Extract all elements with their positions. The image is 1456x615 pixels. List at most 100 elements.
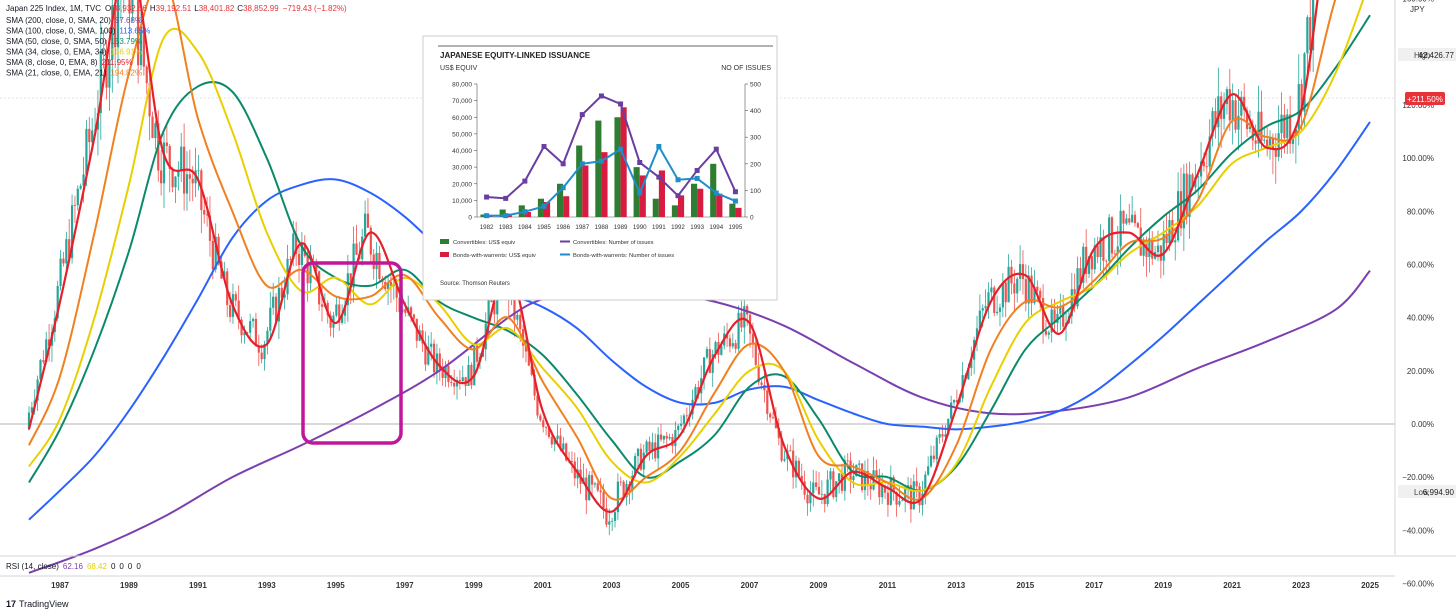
- candle-body: [1036, 286, 1039, 291]
- inset-legend-swatch: [440, 252, 449, 257]
- candle-body: [734, 343, 737, 349]
- indicator-legend-item[interactable]: SMA (21, close, 0, EMA, 21) 194.82%: [6, 69, 142, 78]
- candle-body: [631, 475, 634, 492]
- price-tick-label: 60.00%: [1407, 261, 1434, 270]
- candle-body: [590, 475, 594, 485]
- indicator-legend-item[interactable]: SMA (50, close, 0, SMA, 50) 153.79%: [6, 37, 142, 46]
- low-ohlc-value: 38,401.82: [199, 4, 235, 13]
- candle-body: [881, 485, 884, 498]
- candle-body: [665, 435, 668, 439]
- ma-line-6: [27, 0, 1319, 513]
- candle-body: [105, 50, 108, 88]
- candle-body: [944, 434, 947, 437]
- candle-body: [1030, 275, 1033, 304]
- time-axis[interactable]: 1987 1989 1991 1993 1995 1997 1999 2001 2003 2005…: [51, 581, 1379, 590]
- inset-bar-convertibles: [633, 167, 640, 217]
- rsi-legend[interactable]: RSI (14, close) 62.16 68.42 0 0 0 0: [6, 562, 141, 571]
- candle-body: [996, 311, 999, 313]
- inset-legend-label: Bonds-with-warrents: Number of issues: [573, 253, 674, 259]
- candle-body: [1251, 126, 1254, 141]
- high-ohlc-value: 39,192.51: [156, 4, 192, 13]
- candle-body: [858, 463, 861, 465]
- time-tick-label: 2003: [603, 581, 621, 590]
- candle-body: [809, 493, 812, 504]
- indicator-legend-item[interactable]: SMA (100, close, 0, SMA, 100) 113.65%: [6, 27, 150, 36]
- candle-body: [1222, 104, 1226, 119]
- candle-body: [441, 369, 444, 379]
- candle-body: [88, 128, 91, 143]
- indicator-legend-item[interactable]: SMA (8, close, 0, EMA, 8) 211.95%: [6, 58, 133, 67]
- candle-body: [137, 0, 140, 66]
- candle-body: [516, 314, 519, 320]
- candle-body: [780, 438, 783, 461]
- indicator-label: SMA (34, close, 0, EMA, 34): [6, 48, 107, 57]
- inset-left-tick-label: 40,000: [452, 148, 472, 155]
- candle-body: [1197, 176, 1200, 178]
- candle-body: [694, 387, 697, 400]
- candle-body: [789, 450, 792, 452]
- time-tick-label: 1989: [120, 581, 138, 590]
- candle-body: [1085, 246, 1088, 274]
- high-marker: High 42,426.77: [1398, 48, 1456, 61]
- candle-body: [820, 493, 823, 495]
- candle-body: [803, 481, 806, 495]
- indicator-legend-item[interactable]: SMA (34, close, 0, EMA, 34) 166.91%: [6, 48, 142, 57]
- candle-body: [1291, 136, 1295, 144]
- candle-body: [636, 448, 640, 457]
- indicator-list[interactable]: SMA (200, close, 0, SMA, 20) 57.68% SMA (1…: [6, 16, 150, 78]
- candle-body: [240, 319, 243, 336]
- inset-bar-warrants: [678, 195, 685, 217]
- candle-body: [562, 443, 565, 450]
- inset-bar-convertibles: [691, 183, 698, 217]
- indicator-value: 113.65%: [119, 27, 150, 36]
- candle-body: [1113, 253, 1116, 255]
- candle-body: [269, 307, 272, 331]
- tv-logo-icon: 17: [6, 599, 16, 609]
- candle-body: [272, 296, 275, 308]
- inset-left-tick-label: 80,000: [452, 82, 472, 89]
- ma-line-5: [28, 0, 1337, 501]
- candle-body: [1018, 264, 1022, 279]
- candle-body: [338, 304, 341, 323]
- tradingview-logo[interactable]: 17 TradingView: [6, 599, 69, 609]
- rsi-label: RSI (14, close): [6, 562, 59, 571]
- candle-body: [160, 170, 163, 184]
- indicator-legend-item[interactable]: SMA (200, close, 0, SMA, 20) 57.68%: [6, 16, 142, 25]
- candle-body: [1108, 217, 1111, 261]
- candle-body: [711, 354, 714, 373]
- inset-bar-warrants: [563, 196, 570, 217]
- time-tick-label: 2011: [879, 581, 897, 590]
- high-value: 42,426.77: [1418, 51, 1454, 60]
- candle-body: [728, 338, 732, 347]
- candle-body: [274, 296, 278, 322]
- candle-body: [289, 258, 292, 260]
- candle-body: [955, 400, 958, 403]
- candle-body: [1202, 161, 1206, 167]
- candle-body: [1119, 210, 1122, 247]
- candle-body: [1179, 191, 1183, 229]
- candle-body: [1142, 240, 1145, 256]
- candle-body: [1231, 100, 1234, 121]
- close-ohlc-label: C: [237, 4, 243, 13]
- candle-body: [59, 258, 62, 286]
- candle-body: [720, 345, 723, 355]
- candle-body: [800, 475, 803, 482]
- candle-body: [128, 0, 131, 14]
- inset-left-tick-label: 70,000: [452, 98, 472, 105]
- candle-body: [303, 243, 306, 256]
- candle-body: [602, 492, 605, 509]
- candle-body: [677, 425, 680, 431]
- candle-body: [975, 328, 979, 340]
- brand-name: TradingView: [19, 599, 69, 609]
- rsi-extra-4: 0: [136, 562, 141, 571]
- candle-body: [131, 0, 134, 14]
- candle-body: [1062, 306, 1065, 327]
- candle-body: [343, 305, 347, 316]
- candle-body: [254, 318, 258, 347]
- candle-body: [766, 390, 769, 414]
- candle-body: [1079, 268, 1082, 283]
- currency-label: JPY: [1410, 5, 1425, 14]
- inset-line-marker: [637, 159, 643, 165]
- highlight-box: [301, 261, 403, 445]
